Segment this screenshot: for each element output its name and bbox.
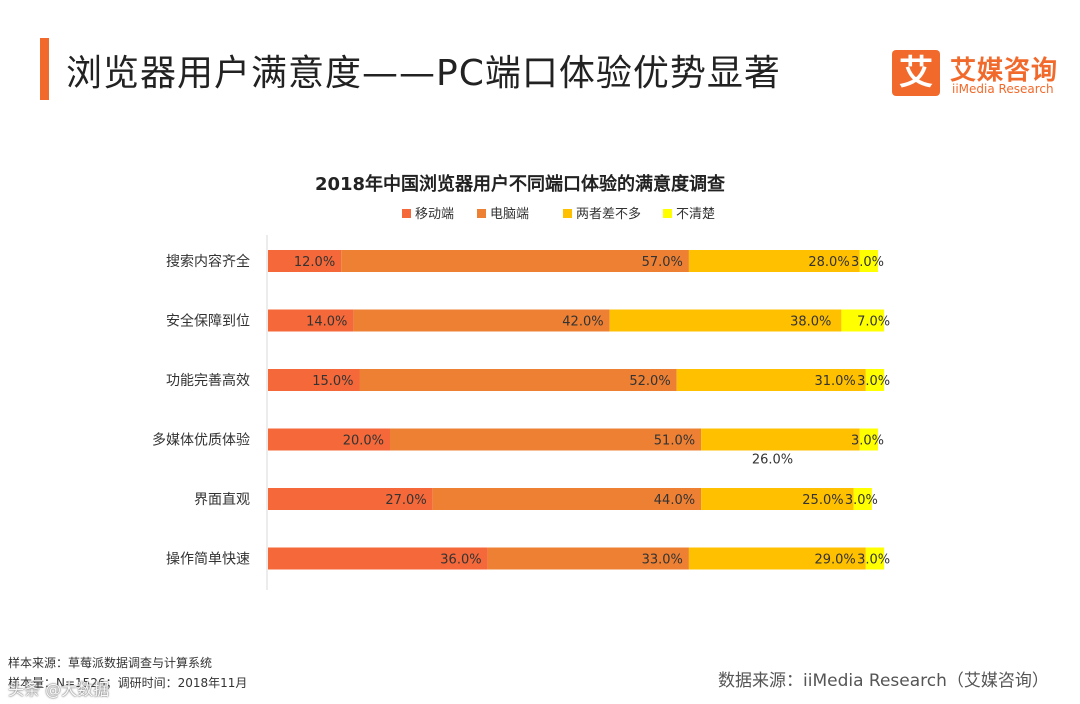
data-label: 20.0% — [343, 434, 384, 449]
data-label: 29.0% — [814, 553, 855, 568]
category-label: 搜索内容齐全 — [166, 253, 250, 270]
bar-segment-1 — [353, 309, 610, 332]
bar-segment-1 — [487, 547, 689, 570]
bar-segment-2 — [609, 309, 842, 332]
data-source: 数据来源：iiMedia Research（艾媒咨询） — [718, 671, 1049, 691]
bar-segment-3 — [841, 309, 885, 332]
data-label: 14.0% — [306, 315, 347, 330]
data-label: 3.0% — [851, 434, 884, 449]
data-label: 44.0% — [654, 493, 695, 508]
bar-segment-3 — [853, 488, 872, 510]
bar-segment-2 — [688, 250, 860, 272]
footer-sample-notes: 样本来源：草莓派数据调查与计算系统 样本量：N=1526；调研时间：2018年1… — [8, 653, 247, 693]
bar-segment-2 — [688, 547, 866, 570]
data-label: 26.0% — [752, 453, 793, 468]
bar-segment-3 — [865, 369, 885, 391]
legend-label-0: 移动端 — [415, 207, 454, 222]
data-label: 3.0% — [845, 493, 878, 508]
bar-segment-0 — [268, 309, 354, 332]
bar-segment-1 — [359, 369, 677, 391]
bar-segment-1 — [390, 428, 702, 451]
category-label: 功能完善高效 — [166, 372, 250, 389]
legend-swatch-2 — [563, 209, 572, 218]
legend-label-2: 两者差不多 — [576, 206, 641, 222]
logo-name-en: iiMedia Research — [952, 82, 1054, 96]
data-label: 38.0% — [790, 315, 831, 330]
category-label: 操作简单快速 — [166, 551, 250, 568]
category-label: 多媒体优质体验 — [152, 432, 250, 449]
legend-label-1: 电脑端 — [490, 207, 529, 222]
title-accent-bar — [40, 38, 49, 100]
data-label: 27.0% — [385, 493, 426, 508]
sample-info: 样本量：N=1526；调研时间：2018年11月 — [8, 676, 248, 690]
data-label: 31.0% — [814, 374, 855, 389]
data-label: 3.0% — [857, 374, 890, 389]
legend-label-3: 不清楚 — [676, 207, 715, 222]
bar-segment-0 — [268, 250, 342, 272]
data-label: 25.0% — [802, 493, 843, 508]
bar-segment-1 — [432, 488, 702, 510]
category-label: 安全保障到位 — [166, 313, 250, 330]
legend-swatch-1 — [477, 209, 486, 218]
watermark: 头条 @大数据 — [8, 680, 110, 699]
bar-segment-2 — [701, 488, 854, 510]
logo-mark: 艾 — [892, 50, 940, 96]
data-label: 51.0% — [654, 434, 695, 449]
data-label: 42.0% — [562, 315, 603, 330]
iimedia-logo: 艾 艾媒咨询 iiMedia Research — [892, 50, 1062, 98]
bar-segment-2 — [676, 369, 866, 391]
bar-segment-0 — [268, 369, 360, 391]
page-title: 浏览器用户满意度——PC端口体验优势显著 — [66, 53, 781, 94]
bar-segment-2 — [701, 428, 860, 451]
category-label: 界面直观 — [194, 491, 250, 508]
bar-segment-3 — [859, 428, 878, 451]
data-label: 12.0% — [294, 255, 335, 270]
bar-segment-3 — [865, 547, 885, 570]
data-label: 36.0% — [440, 553, 481, 568]
legend-swatch-0 — [402, 209, 411, 218]
logo-name-cn: 艾媒咨询 — [950, 56, 1059, 86]
sample-source: 样本来源：草莓派数据调查与计算系统 — [8, 656, 213, 670]
data-label: 3.0% — [851, 255, 884, 270]
bar-segment-1 — [341, 250, 689, 272]
data-label: 3.0% — [857, 553, 890, 568]
data-label: 57.0% — [642, 255, 683, 270]
bar-segment-0 — [268, 547, 488, 570]
chart-title: 2018年中国浏览器用户不同端口体验的满意度调查 — [314, 174, 726, 195]
data-label: 52.0% — [629, 374, 670, 389]
data-label: 7.0% — [857, 315, 890, 330]
data-label: 33.0% — [642, 553, 683, 568]
data-label: 28.0% — [808, 255, 849, 270]
bar-segment-3 — [859, 250, 878, 272]
bar-segment-0 — [268, 488, 433, 510]
data-label: 15.0% — [312, 374, 353, 389]
bar-segment-0 — [268, 428, 390, 451]
legend-swatch-3 — [663, 209, 672, 218]
